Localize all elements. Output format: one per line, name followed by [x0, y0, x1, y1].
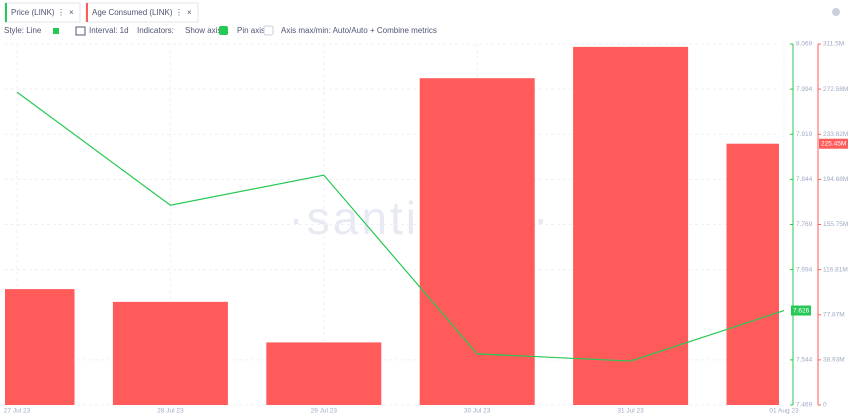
bar: [419, 78, 535, 405]
y2-tick-label: 0: [823, 402, 827, 409]
color-picker[interactable]: [53, 28, 59, 34]
x-tick-label: 27 Jul 23: [4, 408, 31, 415]
tab-marker: [5, 3, 7, 22]
y-tick-label: 7.994: [796, 86, 813, 93]
y2-tick-label: 233.62M: [823, 131, 848, 138]
x-tick-label: 31 Jul 23: [617, 408, 644, 415]
current-value-label: 225.45M: [821, 140, 846, 147]
indicators-select[interactable]: Indicators:: [137, 26, 174, 35]
tab-label[interactable]: Price (LINK): [11, 8, 55, 17]
axis-minmax-select[interactable]: Axis max/min: Auto/Auto: [281, 26, 368, 35]
bar: [5, 289, 75, 405]
y-tick-label: 8.069: [796, 41, 813, 48]
calendar-icon[interactable]: [75, 26, 86, 36]
x-tick-label: 29 Jul 23: [311, 408, 338, 415]
y-tick-label: 7.544: [796, 357, 813, 364]
combine-metrics[interactable]: + Combine metrics: [370, 26, 437, 35]
pin-axis-checkbox[interactable]: [263, 25, 274, 36]
style-select[interactable]: Style: Line: [4, 26, 42, 35]
menu-icon[interactable]: ⋮: [175, 8, 183, 17]
bar: [112, 301, 228, 405]
pin-axis-label[interactable]: Pin axis: [237, 26, 265, 35]
y2-tick-label: 155.75M: [823, 221, 848, 228]
y2-tick-label: 272.58M: [823, 86, 848, 93]
bar: [266, 342, 382, 405]
y2-tick-label: 194.68M: [823, 176, 848, 183]
show-axis-label[interactable]: Show axis: [185, 26, 221, 35]
current-value-label: 7.626: [793, 307, 810, 314]
bar: [726, 143, 779, 406]
y-tick-label: 7.844: [796, 176, 813, 183]
x-tick-label: 28 Jul 23: [157, 408, 184, 415]
y-tick-label: 7.694: [796, 266, 813, 273]
y-tick-label: 7.769: [796, 221, 813, 228]
close-icon[interactable]: ×: [187, 8, 192, 17]
y-tick-label: 7.919: [796, 131, 813, 138]
close-icon[interactable]: ×: [69, 8, 74, 17]
tab-marker: [86, 3, 88, 22]
y2-tick-label: 116.81M: [823, 266, 848, 273]
interval-select[interactable]: Interval: 1d: [89, 26, 129, 35]
tab-label[interactable]: Age Consumed (LINK): [92, 8, 173, 17]
x-tick-label: 01 Aug 23: [769, 408, 799, 415]
menu-icon[interactable]: ⋮: [57, 8, 65, 17]
bar: [573, 46, 689, 405]
show-axis-checkbox[interactable]: [219, 26, 228, 35]
y2-tick-label: 311.5M: [823, 41, 844, 48]
x-tick-label: 30 Jul 23: [464, 408, 491, 415]
current-value-box: [819, 138, 848, 149]
y2-tick-label: 77.87M: [823, 311, 845, 318]
y-tick-label: 7.469: [796, 402, 813, 409]
y2-tick-label: 38.93M: [823, 357, 845, 364]
current-value-box: [791, 305, 811, 316]
settings-icon[interactable]: [832, 8, 840, 16]
line: [16, 91, 785, 362]
